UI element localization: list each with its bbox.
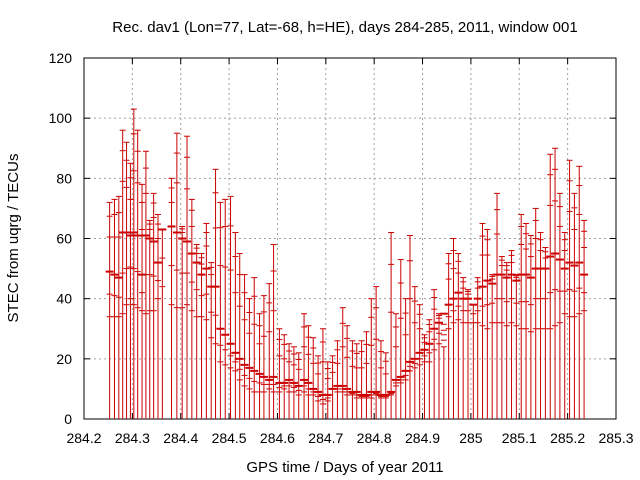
- y-axis-label: STEC from uqrg / TECUs: [5, 154, 22, 323]
- x-tick-label: 285.3: [598, 430, 633, 446]
- x-tick-label: 284.8: [357, 430, 392, 446]
- y-tick-label: 20: [56, 351, 72, 367]
- chart-title: Rec. dav1 (Lon=77, Lat=-68, h=HE), days …: [112, 19, 577, 36]
- y-tick-label: 40: [56, 291, 72, 307]
- y-tick-label: 60: [56, 231, 72, 247]
- x-tick-label: 284.6: [260, 430, 295, 446]
- y-tick-label: 120: [49, 50, 73, 66]
- x-axis-label: GPS time / Days of year 2011: [246, 459, 443, 476]
- x-tick-label: 284.2: [66, 430, 101, 446]
- x-tick-label: 285.1: [502, 430, 537, 446]
- x-tick-label: 285.2: [550, 430, 585, 446]
- x-tick-label: 285: [459, 430, 483, 446]
- y-tick-label: 0: [64, 411, 72, 427]
- y-tick-label: 80: [56, 170, 72, 186]
- data-bars: [105, 108, 589, 419]
- x-tick-label: 284.7: [308, 430, 343, 446]
- y-tick-label: 100: [49, 110, 73, 126]
- grid: [84, 58, 616, 419]
- x-ticks: 284.2 284.3 284.4 284.5 284.6 284.7 284.8 284.9…: [66, 58, 634, 446]
- x-tick-label: 284.4: [163, 430, 198, 446]
- x-tick-label: 284.3: [115, 430, 150, 446]
- y-ticks: 0 20 40 60 80 100 120: [49, 50, 616, 427]
- x-tick-label: 284.5: [212, 430, 247, 446]
- x-tick-label: 284.9: [405, 430, 440, 446]
